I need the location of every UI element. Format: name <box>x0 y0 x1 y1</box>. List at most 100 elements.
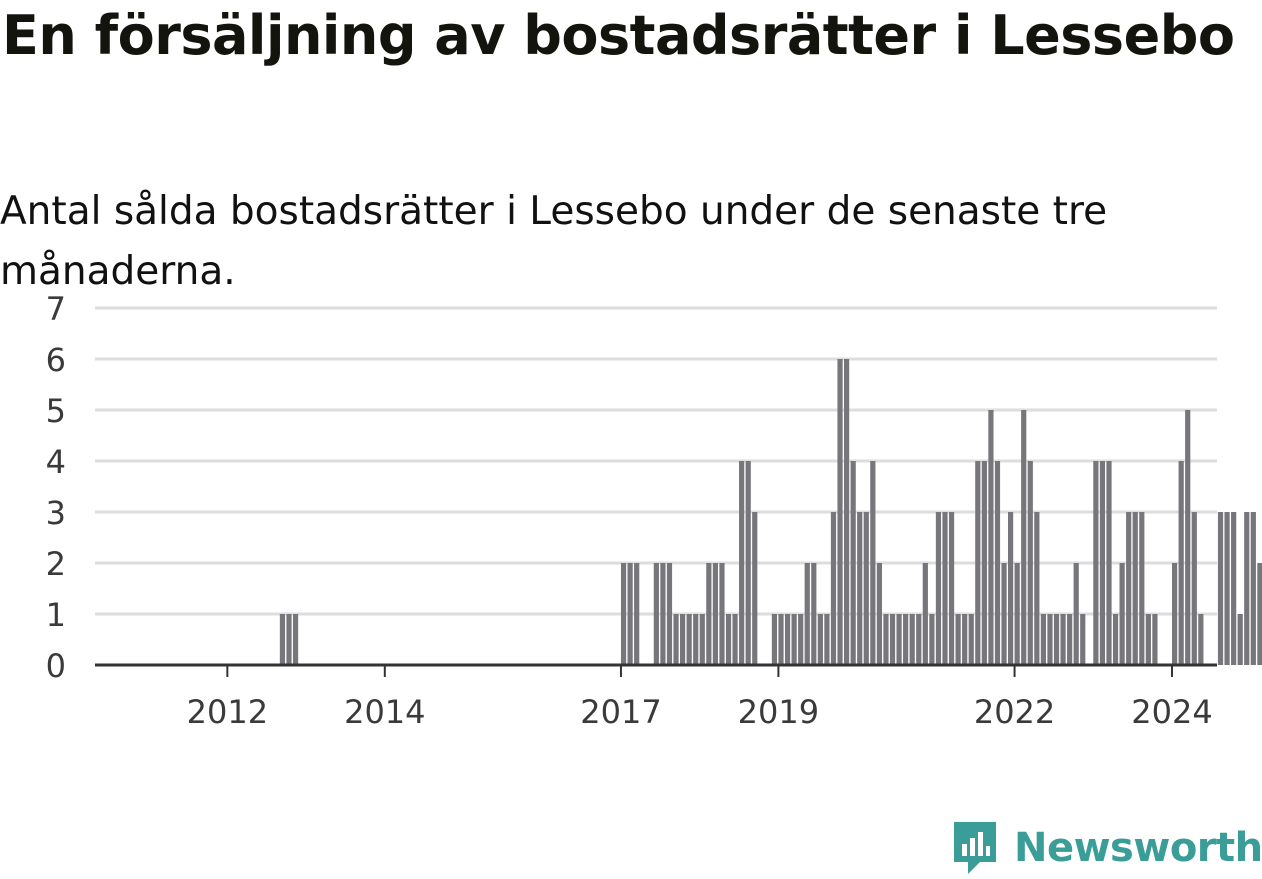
bar <box>935 512 942 665</box>
bar <box>719 563 725 665</box>
bar <box>962 614 968 665</box>
bar <box>660 563 666 665</box>
bar <box>1080 614 1086 665</box>
bar <box>1093 461 1099 665</box>
bar <box>1112 614 1119 665</box>
brand-name: Newsworthy <box>1014 825 1262 871</box>
bar <box>778 614 784 665</box>
y-tick-label-3: 3 <box>46 494 66 532</box>
x-tick-label-2014: 2014 <box>344 693 425 731</box>
bar <box>896 614 902 665</box>
bar <box>844 359 850 665</box>
bar <box>1126 512 1132 665</box>
bar <box>1139 512 1145 665</box>
bar <box>817 614 823 665</box>
bar <box>732 614 738 665</box>
bar <box>279 614 286 665</box>
bar <box>824 614 830 665</box>
bar <box>1001 563 1007 665</box>
y-tick-label-0: 0 <box>46 647 66 685</box>
bar <box>798 614 804 665</box>
axes <box>95 663 1217 677</box>
bar <box>292 614 299 665</box>
bar <box>1008 512 1014 665</box>
bar <box>883 614 889 665</box>
bar <box>1132 512 1138 665</box>
bar <box>1067 614 1073 665</box>
bar <box>699 614 705 665</box>
bar <box>1152 614 1158 665</box>
bar <box>1106 461 1112 665</box>
y-tick-label-6: 6 <box>46 341 66 379</box>
bar <box>870 461 876 665</box>
bar <box>1047 614 1053 665</box>
bar <box>1231 512 1237 665</box>
bar <box>286 614 292 665</box>
chart-title: En försäljning av bostadsrätter i Lesseb… <box>2 4 1235 67</box>
newsworthy-logo: Newsworthy <box>950 818 1262 878</box>
bar <box>955 614 961 665</box>
y-tick-label-2: 2 <box>46 545 66 583</box>
bar <box>1244 512 1250 665</box>
bar <box>1014 563 1020 665</box>
bar <box>876 563 882 665</box>
bar <box>1224 512 1230 665</box>
bar <box>653 563 659 665</box>
bar-chart: 012345671201220142017201920222024 <box>46 290 1262 731</box>
bar <box>837 359 843 665</box>
y-tick-label-5: 5 <box>46 392 66 430</box>
x-tick-label-2024: 2024 <box>1131 693 1212 731</box>
bar <box>1191 512 1197 665</box>
x-tick-label-2019: 2019 <box>738 693 819 731</box>
x-tick-label-2017: 2017 <box>580 693 661 731</box>
bar <box>1034 512 1040 665</box>
y-tick-label-7: 7 <box>46 290 66 328</box>
bar <box>942 512 948 665</box>
bar <box>1178 461 1184 665</box>
bar <box>1217 512 1224 665</box>
bar <box>1119 563 1125 665</box>
bar <box>791 614 797 665</box>
bar <box>1172 563 1178 665</box>
bar <box>634 563 640 665</box>
bar <box>1099 461 1106 665</box>
speech-bubble-chart-icon <box>954 822 996 874</box>
bar <box>627 563 633 665</box>
bar <box>811 563 817 665</box>
bars <box>279 359 1262 665</box>
tick-labels: 012345671201220142017201920222024 <box>46 290 1213 731</box>
bar <box>1257 563 1262 665</box>
bar <box>680 614 686 665</box>
bar <box>1250 512 1256 665</box>
bar <box>666 563 673 665</box>
bar <box>771 614 778 665</box>
bar <box>830 512 837 665</box>
bar <box>948 512 955 665</box>
bar <box>994 461 1001 665</box>
bar <box>1060 614 1066 665</box>
bar <box>1040 614 1046 665</box>
bar <box>1053 614 1060 665</box>
bar <box>968 614 974 665</box>
bar <box>903 614 909 665</box>
bar <box>712 563 718 665</box>
bar <box>857 512 863 665</box>
bar <box>725 614 732 665</box>
y-tick-label-1: 1 <box>46 596 66 634</box>
bar <box>975 461 981 665</box>
bar <box>929 614 935 665</box>
bar <box>850 461 856 665</box>
x-tick-label-2012: 2012 <box>187 693 268 731</box>
bar <box>889 614 896 665</box>
bar <box>1198 614 1204 665</box>
bar <box>686 614 692 665</box>
bar <box>693 614 699 665</box>
bar <box>909 614 915 665</box>
bar <box>981 461 987 665</box>
bar <box>706 563 712 665</box>
bar <box>1073 563 1079 665</box>
bar <box>752 512 758 665</box>
bar <box>620 563 627 665</box>
bar <box>1027 461 1033 665</box>
bar <box>1237 614 1243 665</box>
